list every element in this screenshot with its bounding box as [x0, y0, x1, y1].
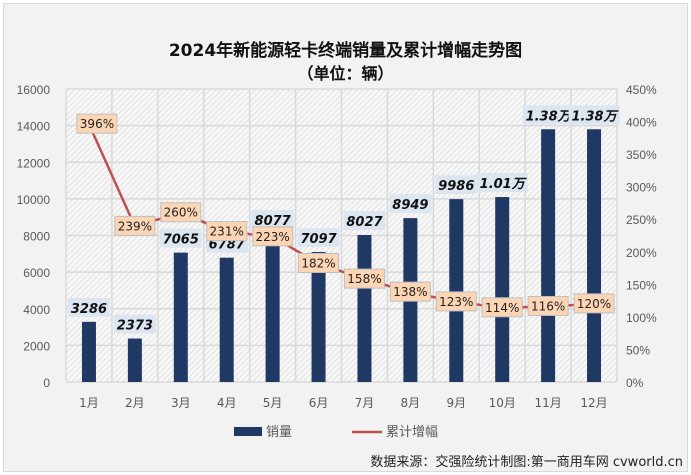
line-data-label: 223% — [255, 230, 289, 244]
line-label-box — [160, 202, 202, 223]
line-data-label: 231% — [210, 225, 244, 239]
bar — [357, 235, 372, 382]
bar-data-label: 9986 — [438, 179, 474, 194]
right-tick-label: 400% — [626, 116, 657, 130]
left-tick-label: 4000 — [23, 303, 50, 317]
right-tick-label: 50% — [626, 343, 650, 357]
x-tick-label: 6月 — [309, 396, 329, 410]
line-label-box — [527, 295, 569, 316]
line-label-box — [389, 281, 431, 302]
bar — [219, 257, 234, 382]
left-tick-label: 14000 — [17, 120, 51, 134]
line-data-label: 138% — [393, 285, 427, 299]
bar-data-label: 1.38万 — [572, 109, 620, 124]
right-tick-label: 0% — [626, 376, 644, 390]
bar-label-box — [297, 228, 340, 248]
bar-label-box — [113, 314, 156, 334]
line-label-box — [298, 252, 340, 273]
bar — [541, 129, 556, 382]
x-tick-label: 4月 — [217, 396, 237, 410]
bar — [265, 234, 280, 382]
left-tick-label: 16000 — [17, 83, 51, 97]
bar-data-label: 7097 — [300, 232, 337, 247]
line-data-label: 396% — [80, 117, 114, 131]
right-tick-label: 300% — [626, 181, 657, 195]
bar-label-box — [389, 194, 432, 214]
bar-label-box — [435, 175, 478, 195]
left-tick-label: 0 — [43, 376, 50, 390]
x-tick-label: 10月 — [489, 396, 516, 410]
left-tick-label: 10000 — [17, 193, 51, 207]
line-data-label: 182% — [301, 256, 335, 270]
bar-data-label: 1.38万 — [526, 109, 574, 124]
bar-data-label: 8949 — [392, 198, 428, 213]
line-data-label: 116% — [531, 299, 565, 313]
bar — [81, 321, 96, 382]
bar-label-box — [343, 211, 386, 231]
right-tick-label: 100% — [626, 311, 657, 325]
bar-label-box — [568, 105, 620, 125]
bar-data-label: 3286 — [71, 302, 107, 317]
left-tick-label: 12000 — [17, 156, 51, 170]
left-tick-label: 2000 — [23, 339, 50, 353]
chart-title: 2024年新能源轻卡终端销量及累计增幅走势图 — [168, 41, 523, 61]
bar-data-label: 6787 — [209, 238, 246, 253]
line-data-label: 239% — [118, 219, 152, 233]
line-data-label: 114% — [485, 301, 519, 315]
legend-bar-swatch — [234, 427, 262, 436]
line-label-box — [76, 113, 118, 134]
bar-data-label: 8027 — [346, 215, 383, 230]
bar — [587, 129, 602, 382]
line-label-box — [481, 297, 523, 318]
line-label-box — [114, 215, 156, 236]
x-tick-label: 8月 — [401, 396, 421, 410]
bar-label-box — [67, 297, 110, 317]
legend-line-label: 累计增幅 — [386, 425, 438, 440]
x-tick-label: 1月 — [79, 396, 99, 410]
line-label-box — [435, 291, 477, 312]
chart-subtitle: （单位：辆） — [297, 64, 394, 83]
x-tick-label: 5月 — [263, 396, 283, 410]
right-tick-label: 450% — [626, 83, 657, 97]
bar — [127, 338, 142, 382]
line-label-box — [573, 293, 615, 314]
line-label-box — [343, 268, 385, 289]
x-tick-label: 12月 — [580, 396, 607, 410]
x-tick-label: 2月 — [125, 396, 145, 410]
right-tick-label: 150% — [626, 278, 657, 292]
bar-data-label: 1.01万 — [480, 177, 528, 192]
right-tick-label: 200% — [626, 246, 657, 260]
line-data-label: 158% — [347, 272, 381, 286]
right-tick-label: 350% — [626, 148, 657, 162]
bar-data-label: 2373 — [117, 319, 153, 334]
x-tick-label: 3月 — [171, 396, 191, 410]
line-data-label: 120% — [577, 297, 611, 311]
bar — [449, 199, 464, 382]
bar-data-label: 7065 — [163, 233, 199, 248]
bar-label-box — [476, 173, 528, 193]
line-data-label: 260% — [164, 206, 198, 220]
x-tick-label: 7月 — [355, 396, 375, 410]
line-data-label: 123% — [439, 295, 473, 309]
line-label-box — [252, 226, 294, 247]
x-tick-label: 9月 — [446, 396, 466, 410]
x-tick-label: 11月 — [534, 396, 561, 410]
bar-label-box — [251, 210, 294, 230]
line-label-box — [206, 221, 248, 242]
bar-label-box — [522, 105, 574, 125]
source-note: 数据来源：交强险统计制图:第一商用车网 cvworld.cn — [370, 455, 683, 470]
bar — [495, 197, 510, 382]
left-tick-label: 6000 — [23, 266, 50, 280]
bar — [311, 252, 326, 382]
bar — [173, 252, 188, 382]
left-tick-label: 8000 — [23, 230, 50, 244]
right-tick-label: 250% — [626, 213, 657, 227]
legend-bar-label: 销量 — [266, 425, 292, 440]
bar-data-label: 8077 — [255, 214, 292, 229]
bar-label-box — [159, 228, 202, 248]
